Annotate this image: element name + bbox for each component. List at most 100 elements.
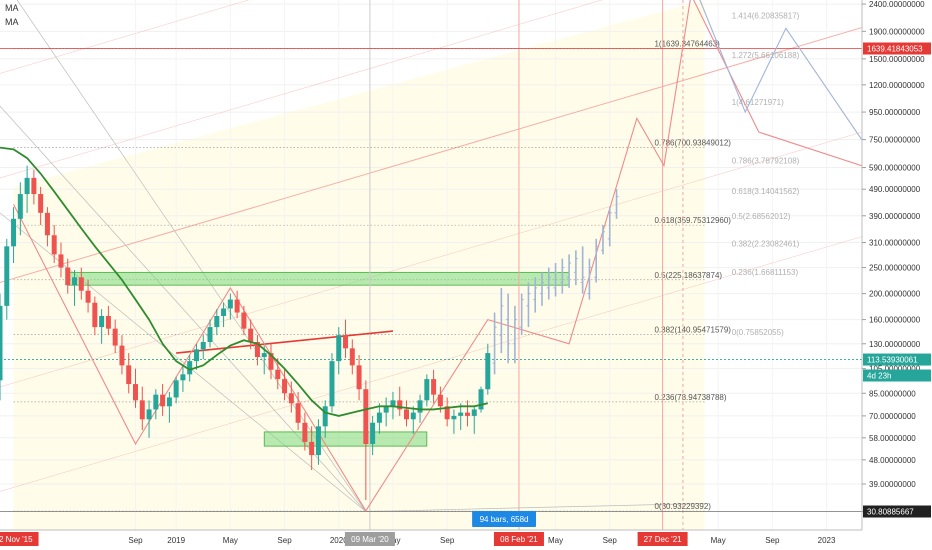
projection-path — [699, 0, 862, 142]
candle-body — [173, 380, 179, 398]
candle-body — [207, 327, 213, 342]
channel-line — [0, 0, 250, 74]
candle-body — [153, 394, 159, 410]
candle-body — [11, 218, 17, 247]
price-tick-label: 390.00000000 — [869, 212, 921, 221]
price-tick-label: 200.00000000 — [869, 290, 921, 299]
candle-body — [404, 409, 409, 420]
candle-body — [38, 194, 44, 213]
candle-body — [160, 394, 166, 407]
candle-body — [349, 348, 355, 366]
candle-body — [146, 409, 152, 420]
price-tick-label: 70.00000000 — [869, 412, 916, 421]
candle-body — [363, 389, 369, 444]
candle-body — [105, 315, 111, 329]
time-badge: 09 Mar '20 — [351, 535, 389, 544]
candle-body — [417, 400, 423, 413]
candle-body — [478, 389, 484, 410]
candle-body — [24, 177, 30, 195]
price-label: 4d 23h — [867, 372, 891, 381]
time-badge-bg — [493, 532, 544, 546]
candle-body — [214, 315, 220, 328]
plot-area[interactable]: 1(1639.34764463) 0.786(700.93849012) 0.618… — [0, 0, 881, 530]
grid — [0, 0, 862, 530]
candle-body — [356, 365, 362, 390]
candles — [0, 165, 619, 501]
candle-body — [295, 403, 301, 423]
fib-level-label: 1(1639.34764463) — [654, 40, 720, 49]
price-tick-label: 310.00000000 — [869, 239, 921, 248]
candle-body — [78, 277, 84, 291]
fib-level-label: 0.236(78.94738788) — [654, 393, 726, 402]
price-tick-label: 1200.00000000 — [869, 81, 925, 90]
fib-extension-label: 1.414(6.20835817) — [732, 12, 800, 21]
candle-body — [193, 349, 199, 362]
candle-body — [92, 302, 98, 328]
legend-ma-2[interactable]: MA — [5, 17, 19, 27]
price-axis[interactable]: 2400.000000001900.000000001500.000000001… — [861, 0, 932, 550]
channel-line — [0, 0, 603, 179]
price-tick-label: 490.00000000 — [869, 185, 921, 194]
channel-line — [0, 236, 862, 492]
fib-extension-label: 0.618(3.14041562) — [732, 187, 800, 196]
time-badge-bg — [344, 532, 395, 546]
time-tick-label: Sep — [128, 536, 143, 545]
trend-line — [176, 330, 394, 354]
time-axis[interactable]: Sep2019MaySep2020MaySepMaySepMaySep2023 — [0, 529, 862, 550]
support-zone — [67, 271, 570, 286]
fib-extension-label: 1(4.61271971) — [732, 98, 784, 107]
candle-body — [383, 406, 389, 413]
candle-body — [458, 412, 464, 416]
candle-body — [99, 315, 105, 328]
price-tick-label: 39.00000000 — [869, 480, 916, 489]
candle-body — [133, 384, 138, 401]
background-zone — [13, 0, 705, 530]
price-label-bg — [863, 353, 931, 366]
candle-body — [376, 412, 382, 423]
price-tick-label: 85.00000000 — [869, 389, 916, 398]
candle-body — [254, 341, 260, 358]
candle-body — [200, 341, 206, 350]
price-tick-label: 105.00000000 — [869, 365, 921, 374]
candle-body — [234, 299, 240, 313]
candle-body — [397, 400, 403, 410]
legend-ma-1[interactable]: MA — [5, 3, 19, 13]
candle-body — [85, 290, 91, 303]
time-badge-bg — [0, 532, 39, 546]
price-tick-label: 590.00000000 — [869, 164, 921, 173]
vertical-markers — [369, 0, 684, 530]
candle-body — [390, 400, 396, 407]
candle-body — [119, 345, 125, 366]
parallel-channel — [0, 0, 862, 492]
fib-extension-label: 0.5(2.68562012) — [732, 212, 791, 221]
candle-body — [288, 393, 294, 404]
fib-extension-label: 0.786(3.78792108) — [732, 157, 800, 166]
candle-body — [275, 369, 281, 380]
ma-line — [0, 146, 488, 417]
channel-line — [0, 131, 862, 388]
fib-level-label: 0.382(140.95471579) — [654, 325, 731, 334]
candle-body — [126, 365, 132, 385]
fib-extension-label: 0(0.75852055) — [732, 328, 784, 337]
price-axis-bg — [862, 0, 932, 550]
candle-body — [139, 400, 145, 420]
candle-body — [72, 277, 78, 286]
price-tick-label: 250.00000000 — [869, 264, 921, 273]
candle-body — [322, 406, 328, 427]
candle-body — [261, 353, 267, 358]
candle-body — [0, 305, 3, 381]
candle-body — [4, 246, 10, 306]
candle-body — [471, 409, 477, 416]
fib-level-label: 0.618(359.75312960) — [654, 216, 731, 225]
candle-body — [180, 374, 186, 381]
candle-body — [309, 441, 315, 456]
time-tick-label: Sep — [603, 536, 618, 545]
time-tick-label: 2019 — [167, 536, 185, 545]
candle-body — [187, 361, 193, 375]
price-label-bg — [863, 369, 931, 382]
price-tick-label: 2400.00000000 — [869, 0, 925, 9]
candle-body — [315, 426, 321, 456]
time-badge: 02 Nov '15 — [0, 535, 33, 544]
price-tick-label: 1900.00000000 — [869, 27, 925, 36]
